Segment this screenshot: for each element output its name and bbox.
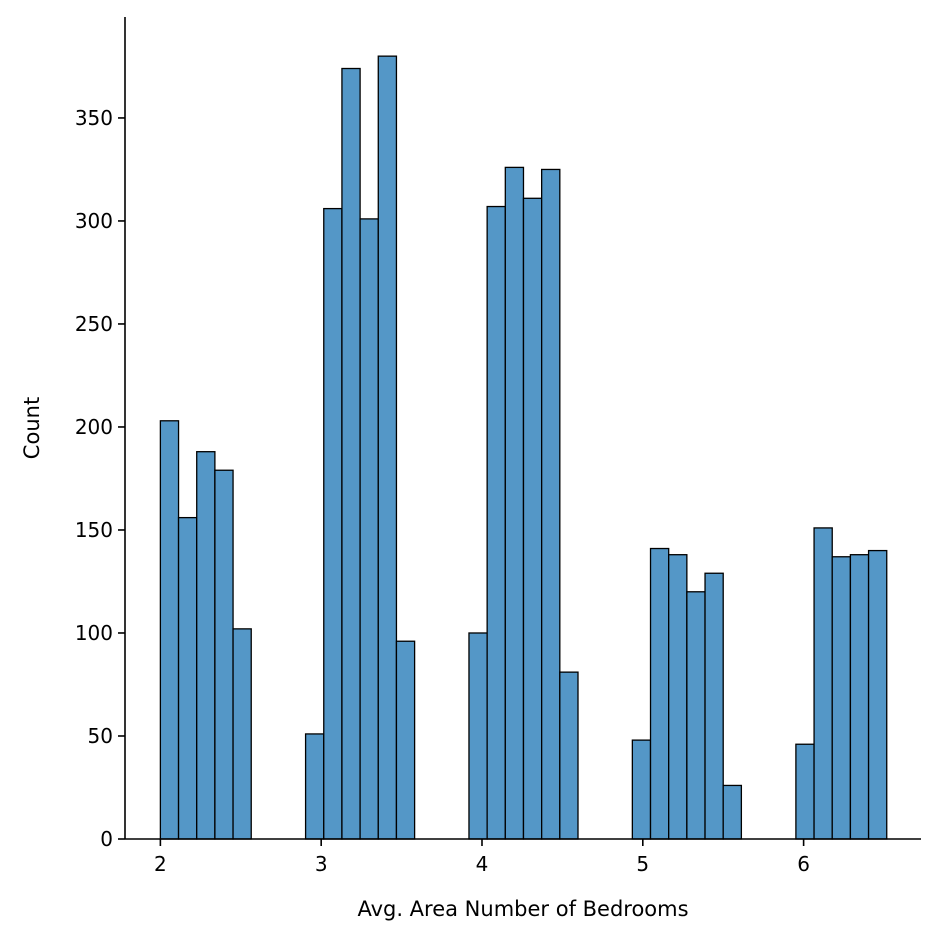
histogram-bar bbox=[304, 733, 325, 840]
x-axis-ticks: 2 3 4 5 6 bbox=[154, 839, 810, 876]
histogram-bar bbox=[722, 784, 743, 840]
histogram-bar bbox=[177, 516, 198, 840]
histogram-bar bbox=[522, 197, 543, 840]
histogram-bars bbox=[159, 55, 888, 840]
histogram-bar bbox=[831, 556, 852, 840]
histogram-bar bbox=[359, 218, 379, 840]
x-tick-label: 6 bbox=[797, 852, 810, 876]
histogram-bar bbox=[159, 420, 180, 840]
histogram-bar bbox=[341, 67, 361, 840]
histogram-bar bbox=[649, 547, 670, 840]
histogram-bar bbox=[486, 205, 506, 840]
y-tick-label: 150 bbox=[75, 518, 113, 542]
histogram-bar bbox=[541, 168, 561, 840]
histogram-bar bbox=[377, 55, 398, 840]
histogram-bar bbox=[849, 554, 870, 840]
histogram-bar bbox=[559, 671, 579, 840]
y-tick-label: 0 bbox=[100, 827, 113, 851]
x-axis-label: Avg. Area Number of Bedrooms bbox=[357, 897, 688, 921]
histogram-bar bbox=[323, 207, 343, 840]
histogram-bar bbox=[631, 739, 652, 840]
histogram-bar bbox=[504, 166, 525, 840]
y-tick-label: 50 bbox=[88, 724, 113, 748]
histogram-bar bbox=[686, 591, 706, 840]
histogram-bar bbox=[795, 743, 815, 840]
x-tick-label: 4 bbox=[476, 852, 489, 876]
y-tick-label: 350 bbox=[75, 106, 113, 130]
x-tick-label: 3 bbox=[315, 852, 328, 876]
y-axis-label: Count bbox=[20, 397, 44, 459]
histogram-bar bbox=[468, 632, 488, 840]
x-tick-label: 5 bbox=[636, 852, 649, 876]
y-tick-label: 300 bbox=[75, 209, 113, 233]
y-axis-ticks: 0 50 100 150 200 250 300 350 bbox=[75, 106, 125, 851]
y-tick-label: 200 bbox=[75, 415, 113, 439]
histogram-bar bbox=[395, 640, 416, 840]
x-tick-label: 2 bbox=[154, 852, 167, 876]
histogram-bar bbox=[196, 451, 216, 840]
histogram-bar bbox=[867, 549, 888, 840]
histogram-bar bbox=[668, 554, 688, 840]
histogram-bar bbox=[704, 572, 724, 840]
y-tick-label: 250 bbox=[75, 312, 113, 336]
histogram-bar bbox=[214, 469, 234, 840]
y-tick-label: 100 bbox=[75, 621, 113, 645]
histogram-bar bbox=[813, 527, 833, 840]
histogram-bar bbox=[232, 628, 252, 840]
